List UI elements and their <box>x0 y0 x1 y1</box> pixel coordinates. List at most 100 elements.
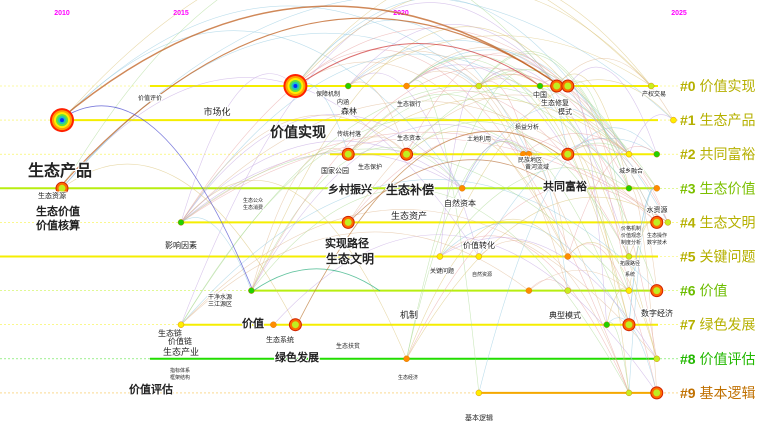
keyword-label: 拓展路径 <box>620 260 640 267</box>
keyword-node <box>653 150 660 158</box>
citation-arc <box>478 78 630 325</box>
citation-arc <box>567 146 657 257</box>
citation-arc <box>180 152 463 223</box>
cluster-id: #4 <box>680 214 696 230</box>
keyword-label: 黄河流域 <box>525 163 549 171</box>
keyword-label: 生态文明 <box>326 251 374 266</box>
keyword-node <box>603 321 610 328</box>
keyword-node <box>625 389 633 397</box>
citation-arc <box>347 50 608 325</box>
citation-arc <box>406 64 569 155</box>
cluster-label: #0 价值实现 <box>680 78 755 95</box>
cluster-id: #2 <box>680 146 696 162</box>
citation-arc <box>406 196 669 359</box>
year-tick-label: 2015 <box>173 10 189 17</box>
keyword-label: 生态保护 <box>358 163 382 171</box>
keyword-label: 价值 <box>242 316 264 330</box>
citation-arc <box>348 81 407 155</box>
keyword-node-core <box>564 82 572 90</box>
cluster-label: #5 关键问题 <box>680 249 755 266</box>
citation-arc <box>180 180 407 359</box>
citation-arc <box>606 322 630 393</box>
citation-arc <box>348 35 652 87</box>
keyword-node <box>653 355 660 362</box>
cluster-label: #7 绿色发展 <box>680 317 755 334</box>
keyword-label: 自然资本 <box>444 198 476 208</box>
cluster-name: 价值实现 <box>699 79 755 95</box>
keyword-label: 制度分析 <box>621 239 641 246</box>
cluster-label: #6 价值 <box>680 283 727 300</box>
citation-arc <box>180 73 296 223</box>
keyword-node-core <box>653 389 661 397</box>
keyword-node <box>648 82 655 90</box>
citation-arc <box>628 114 674 155</box>
citation-arc <box>523 133 630 155</box>
keyword-label: 产权交易 <box>642 90 666 98</box>
citation-arc <box>567 242 658 359</box>
keyword-node-core <box>653 287 661 295</box>
citation-arc <box>180 53 630 223</box>
cluster-id: #9 <box>680 385 696 401</box>
keyword-node-core <box>403 150 411 158</box>
keyword-node-core <box>344 150 352 158</box>
cluster-name: 共同富裕 <box>699 146 755 163</box>
keyword-node <box>525 150 533 158</box>
cluster-id: #0 <box>680 78 696 94</box>
citation-arc <box>406 79 480 393</box>
keyword-label: 共同富裕 <box>543 179 587 193</box>
citation-arc <box>348 98 630 155</box>
citation-arc <box>406 218 569 359</box>
keyword-label: 国家公园 <box>321 166 349 175</box>
keyword-label: 乡村振兴 <box>328 182 372 196</box>
citation-arc <box>251 147 463 291</box>
keyword-label: 价值链 <box>168 336 192 346</box>
keyword-label: 绿色发展 <box>275 350 320 364</box>
citation-arc <box>295 61 569 257</box>
citation-arc <box>567 151 630 393</box>
citation-arc <box>406 52 557 155</box>
year-tick-label: 2025 <box>671 10 687 17</box>
citation-arc <box>61 0 557 189</box>
keyword-node <box>653 185 660 192</box>
cluster-name: 价值评估 <box>699 352 755 368</box>
keyword-label: 系统 <box>625 271 635 278</box>
citation-arc <box>628 187 657 325</box>
keyword-node <box>564 253 571 260</box>
keyword-label: 生态产业 <box>163 346 199 358</box>
keyword-node-core <box>344 218 352 226</box>
citation-arc <box>252 268 381 292</box>
citation-arc <box>347 90 630 189</box>
keyword-label: 生态扶贫 <box>336 342 360 350</box>
citation-arc <box>348 39 669 223</box>
citation-arc <box>180 114 407 223</box>
citation-arc <box>461 139 530 189</box>
citation-arc <box>347 159 561 224</box>
citation-arc <box>628 186 658 291</box>
cluster-label: #2 共同富裕 <box>680 146 755 163</box>
keyword-label: 森林 <box>341 106 357 116</box>
citation-arc <box>478 53 630 189</box>
keyword-label: 生态系统 <box>266 335 294 344</box>
keyword-node <box>625 253 633 260</box>
citation-arc <box>347 94 657 223</box>
keyword-label: 关键问题 <box>430 267 454 275</box>
cluster-label: #3 生态价值 <box>680 180 755 197</box>
citation-arc <box>478 240 630 394</box>
keyword-label: 民族地区 <box>518 156 542 164</box>
citation-arc <box>296 43 541 87</box>
keyword-node <box>670 116 677 124</box>
citation-arc <box>628 187 658 393</box>
keyword-label: 生态补偿 <box>386 182 434 197</box>
citation-arc <box>439 84 480 257</box>
citation-arc <box>61 77 480 257</box>
citation-arc <box>251 26 569 291</box>
keyword-label: 三江源区 <box>208 300 232 308</box>
keyword-label: 指标体系 <box>170 367 190 374</box>
keyword-label: 内涵 <box>337 98 349 106</box>
keyword-label: 生态价值 <box>36 204 80 218</box>
citation-arc <box>180 231 530 325</box>
citation-arc <box>478 73 658 359</box>
cluster-id: #3 <box>680 180 696 196</box>
cluster-id: #5 <box>680 249 696 265</box>
citation-arc <box>567 142 630 155</box>
